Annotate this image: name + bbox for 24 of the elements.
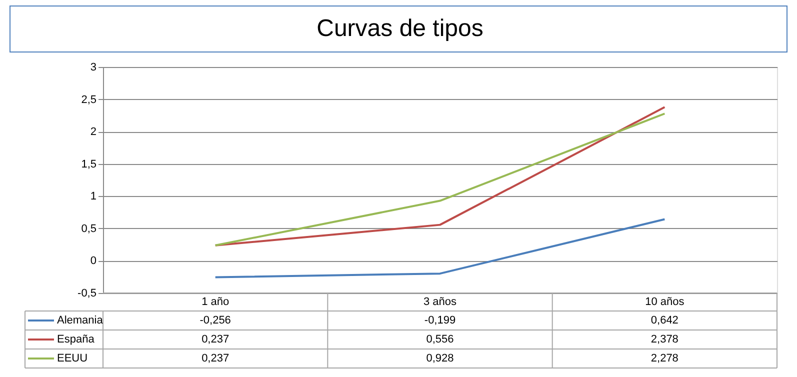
- data-label: 0,642: [650, 314, 678, 326]
- y-tick-label: 3: [90, 62, 96, 74]
- x-tick-label: 1 año: [202, 296, 230, 308]
- y-tick-label: -0,5: [78, 288, 96, 300]
- y-tick-label: 2: [90, 126, 96, 138]
- data-label: 2,378: [650, 334, 678, 346]
- data-label: 0,556: [426, 334, 454, 346]
- data-label: 0,237: [202, 334, 230, 346]
- data-label: 0,928: [426, 352, 454, 364]
- data-label: 2,278: [650, 352, 678, 364]
- chart-title: Curvas de tipos: [316, 15, 484, 42]
- data-label: -0,256: [200, 314, 231, 326]
- legend-label: EEUU: [57, 352, 88, 364]
- y-tick-label: 2,5: [81, 94, 96, 106]
- data-label: -0,199: [424, 314, 456, 326]
- x-tick-label: 10 años: [645, 296, 685, 308]
- x-tick-label: 3 años: [423, 296, 458, 308]
- y-tick-label: 1: [90, 190, 96, 203]
- y-tick-label: 0: [90, 255, 96, 268]
- y-tick-label: 1,5: [81, 158, 96, 170]
- legend-label: Alemania: [57, 314, 104, 326]
- y-tick-label: 0,5: [81, 222, 96, 235]
- data-label: 0,237: [202, 352, 230, 364]
- legend-label: España: [57, 334, 96, 346]
